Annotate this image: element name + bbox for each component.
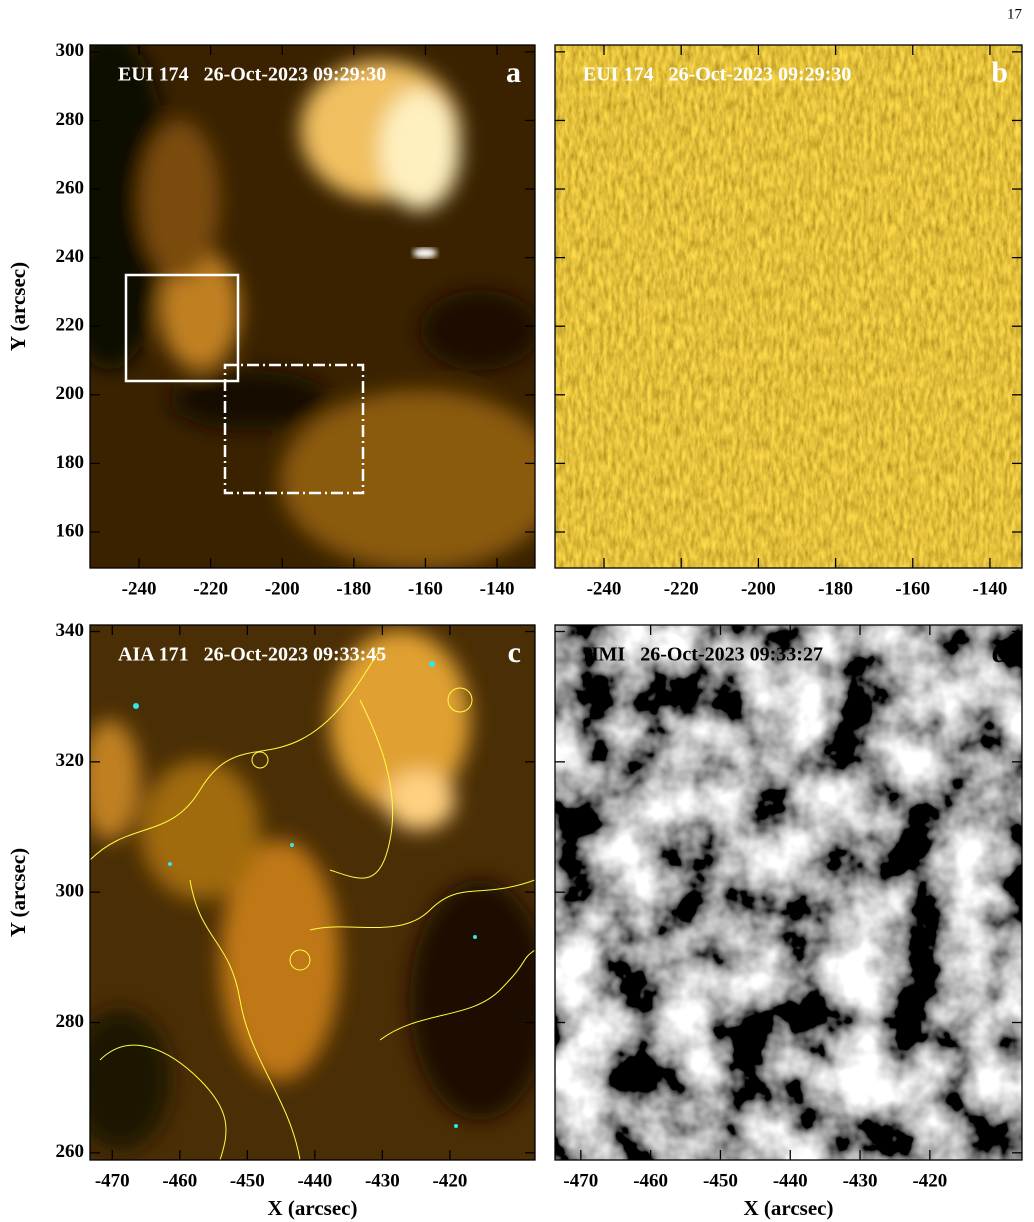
panel-frame <box>89 44 536 569</box>
y-tick-label: 280 <box>56 1011 85 1032</box>
x-tick-label: -140 <box>480 578 515 599</box>
image-a <box>90 45 535 568</box>
panel-title: EUI 174 26-Oct-2023 09:29:30 <box>118 64 386 86</box>
panel-frame <box>554 44 1023 569</box>
box-solid <box>124 273 240 383</box>
x-tick-label: -460 <box>162 1170 197 1191</box>
panel-title: AIA 171 26-Oct-2023 09:33:45 <box>118 644 386 666</box>
y-tick-label: 260 <box>56 1141 85 1162</box>
y-tick-label: 180 <box>56 452 85 473</box>
page-number: 17 <box>1007 6 1023 22</box>
x-tick-label: -470 <box>563 1170 598 1191</box>
x-tick-label: -450 <box>230 1170 265 1191</box>
y-tick-label: 240 <box>56 246 85 267</box>
x-axis-title: X (arcsec) <box>268 1196 358 1220</box>
panel-label: d <box>991 636 1008 669</box>
y-axis-title: Y (arcsec) <box>6 262 30 351</box>
x-tick-label: -430 <box>365 1170 400 1191</box>
image-c <box>90 625 535 1160</box>
x-tick-label: -240 <box>587 578 622 599</box>
x-tick-label: -180 <box>818 578 853 599</box>
y-tick-label: 260 <box>56 177 85 198</box>
x-tick-label: -160 <box>895 578 930 599</box>
y-tick-label: 340 <box>56 620 85 641</box>
y-tick-label: 220 <box>56 315 85 336</box>
y-tick-label: 160 <box>56 520 85 541</box>
y-tick-label: 280 <box>56 109 85 130</box>
x-tick-label: -440 <box>297 1170 332 1191</box>
x-tick-label: -450 <box>703 1170 738 1191</box>
panel-title: HMI 26-Oct-2023 09:33:27 <box>583 644 823 666</box>
y-tick-label: 300 <box>56 881 85 902</box>
x-tick-label: -200 <box>265 578 300 599</box>
image-d <box>555 625 1022 1160</box>
panel-label: b <box>991 56 1008 89</box>
x-tick-label: -220 <box>664 578 699 599</box>
x-tick-label: -180 <box>336 578 371 599</box>
y-tick-label: 300 <box>56 40 85 61</box>
box-dashdot <box>223 363 365 495</box>
x-tick-label: -430 <box>843 1170 878 1191</box>
x-tick-label: -140 <box>973 578 1008 599</box>
x-tick-label: -440 <box>773 1170 808 1191</box>
x-axis-title: X (arcsec) <box>744 1196 834 1220</box>
panel-label: c <box>508 636 521 669</box>
y-tick-label: 320 <box>56 750 85 771</box>
x-tick-label: -420 <box>912 1170 947 1191</box>
x-tick-label: -220 <box>193 578 228 599</box>
panel-label: a <box>506 56 521 89</box>
x-tick-label: -420 <box>433 1170 468 1191</box>
x-tick-label: -160 <box>408 578 443 599</box>
y-tick-label: 200 <box>56 383 85 404</box>
y-axis-title: Y (arcsec) <box>6 848 30 937</box>
x-tick-label: -200 <box>741 578 776 599</box>
x-tick-label: -470 <box>95 1170 130 1191</box>
panel-title: EUI 174 26-Oct-2023 09:29:30 <box>583 64 851 86</box>
image-b <box>555 45 1022 568</box>
x-tick-label: -460 <box>633 1170 668 1191</box>
x-tick-label: -240 <box>122 578 157 599</box>
